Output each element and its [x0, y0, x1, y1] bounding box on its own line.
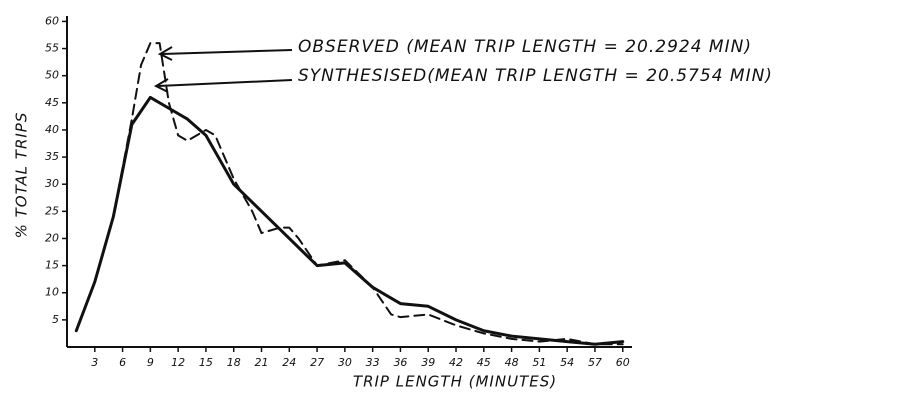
- y-axis-label: % TOTAL TRIPS: [13, 112, 31, 239]
- y-tick-label: 30: [45, 177, 59, 190]
- x-tick-label: 12: [171, 356, 185, 369]
- arrow: [161, 49, 293, 55]
- x-tick-label: 39: [421, 356, 435, 369]
- x-tick-label: 15: [199, 356, 213, 369]
- x-tick-label: 54: [560, 356, 574, 369]
- x-tick-label: 60: [616, 356, 630, 369]
- x-tick-label: 57: [588, 356, 602, 369]
- y-tick-label: 55: [45, 42, 59, 55]
- x-tick-label: 21: [255, 356, 269, 369]
- x-tick-label: 51: [532, 356, 546, 369]
- x-tick-label: 9: [147, 356, 154, 369]
- annotation: OBSERVED (MEAN TRIP LENGTH = 20.2924 MIN…: [298, 37, 752, 57]
- series-line: [75, 42, 624, 346]
- y-tick-label: 40: [45, 123, 59, 136]
- y-tick-label: 5: [52, 313, 59, 326]
- x-tick-label: 27: [310, 356, 324, 369]
- x-tick-label: 3: [91, 356, 98, 369]
- x-tick-label: 33: [366, 356, 380, 369]
- x-tick-label: 30: [338, 356, 352, 369]
- x-tick-label: 48: [505, 356, 519, 369]
- arrowhead: [157, 46, 173, 61]
- arrow: [157, 79, 293, 87]
- y-tick-label: 10: [45, 286, 59, 299]
- y-tick-label: 60: [45, 14, 59, 27]
- y-tick-label: 15: [45, 259, 59, 272]
- arrowhead: [153, 78, 169, 93]
- y-tick-label: 35: [45, 150, 59, 163]
- y-tick-label: 50: [45, 69, 59, 82]
- annotation: SYNTHESISED(MEAN TRIP LENGTH = 20.5754 M…: [298, 66, 773, 86]
- y-tick-label: 20: [45, 231, 59, 244]
- series-line: [74, 95, 625, 346]
- y-tick-label: 45: [45, 96, 59, 109]
- x-tick-label: 24: [282, 356, 296, 369]
- x-axis-label: TRIP LENGTH (MINUTES): [353, 373, 557, 391]
- x-tick-label: 6: [119, 356, 126, 369]
- x-tick-label: 42: [449, 356, 463, 369]
- x-tick-label: 36: [393, 356, 407, 369]
- x-tick-label: 18: [227, 356, 241, 369]
- x-tick-label: 45: [477, 356, 491, 369]
- y-tick-label: 25: [45, 204, 59, 217]
